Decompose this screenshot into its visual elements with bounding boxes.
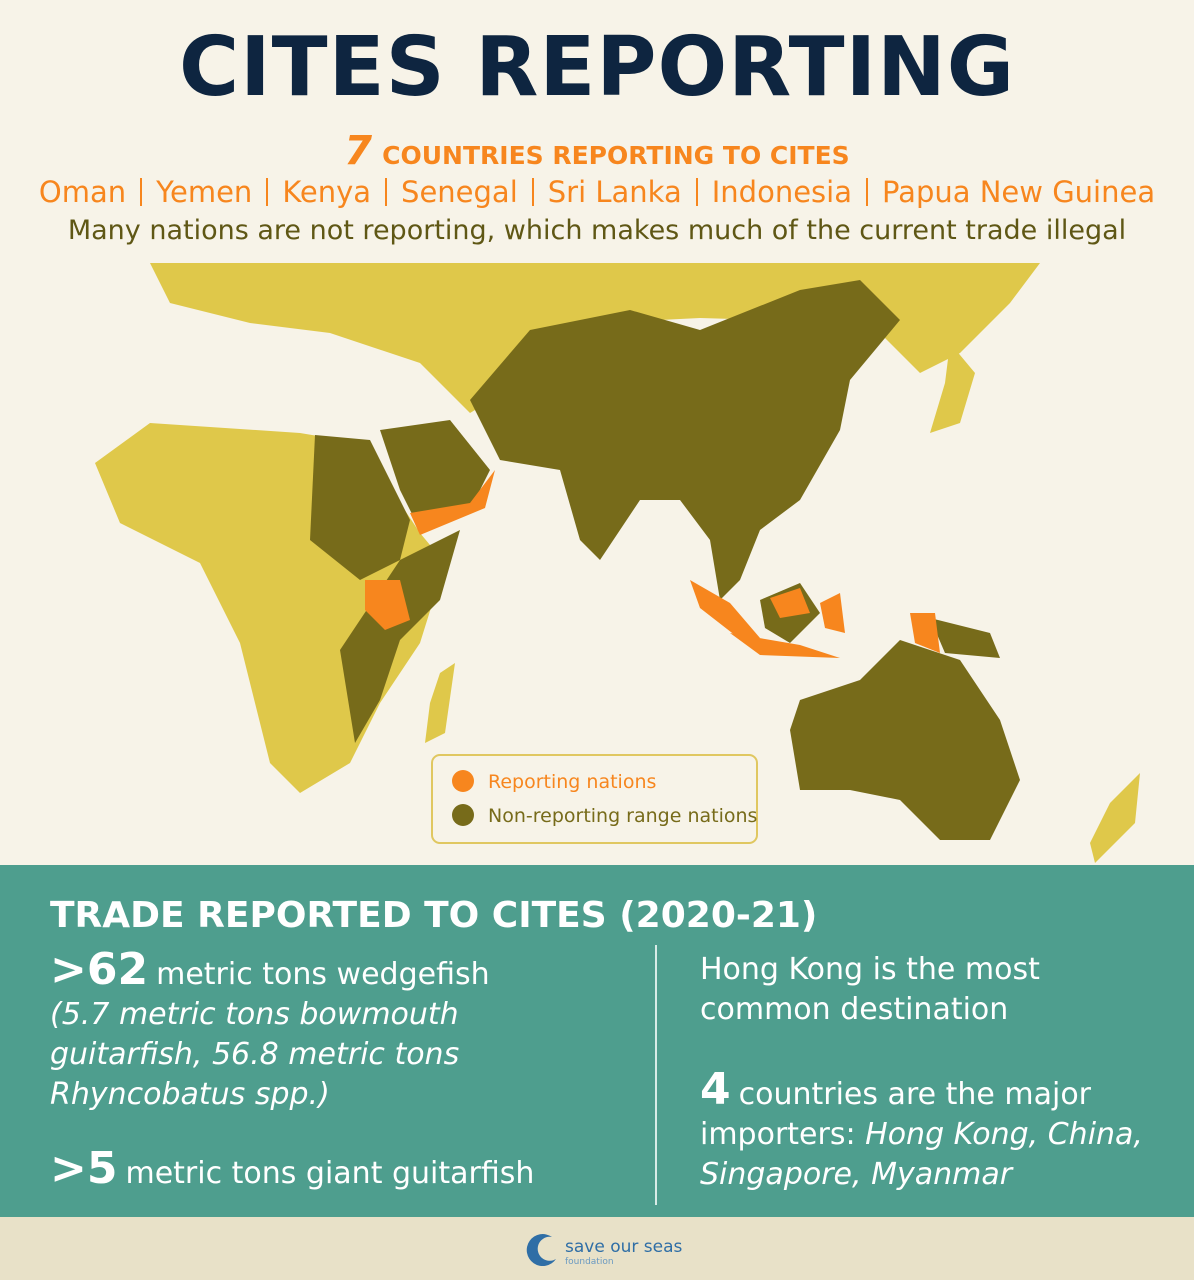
trade-item: Hong Kong is the most common destination [700,950,1170,1030]
trade-item: >62 metric tons wedgefish (5.7 metric tons… [50,948,610,1115]
note: Many nations are not reporting, which ma… [67,215,1127,246]
item-detail: Hong Kong, China, Singapore, Myanmar [700,1117,1143,1192]
trade-item: >5 metric tons giant guitarfish [50,1147,610,1194]
title: CITES REPORTING [178,20,1016,115]
separator [385,178,388,206]
land-reporting [365,470,940,658]
separator [866,178,868,206]
country: Kenya [282,175,372,209]
logo-icon [526,1234,556,1267]
item-text: Hong Kong is the most common destination [700,952,1040,1027]
trade-title: TRADE REPORTED TO CITES (2020-21) [50,895,818,936]
map: Reporting nations Non-reporting range nat… [95,263,1140,863]
item-text: metric tons giant guitarfish [125,1156,535,1191]
legend-box [431,754,758,844]
separator [531,178,534,206]
separator [695,178,698,206]
figure: >5 [50,1143,118,1194]
legend-swatch [452,770,474,792]
footer: save our seas foundation [0,1217,1194,1280]
trade-panel: TRADE REPORTED TO CITES (2020-21) >62 met… [0,865,1194,1217]
country: Papua New Guinea [882,175,1156,209]
separator [140,178,143,206]
subtitle: 7 COUNTRIES REPORTING TO CITES [0,128,1194,174]
item-detail: (5.7 metric tons bowmouth guitarfish, 56… [50,997,460,1112]
country-list: Oman Yemen Kenya Senegal Sri Lanka Indonesia P… [0,175,1194,209]
country: Indonesia [711,175,852,209]
country: Senegal [401,175,518,209]
legend: Reporting nations Non-reporting range nat… [452,770,757,827]
figure: >62 [50,944,149,995]
count: 7 [344,128,373,174]
separator [266,178,269,206]
country: Yemen [156,175,253,209]
divider [655,945,657,1205]
legend-label: Non-reporting range nations [488,805,757,827]
legend-swatch [452,804,474,826]
legend-label: Reporting nations [488,771,656,793]
figure: 4 [700,1064,731,1115]
logo-subtext: foundation [565,1257,614,1267]
country: Oman [38,175,127,209]
logo-text: save our seas [565,1237,683,1257]
item-text: metric tons wedgefish [156,957,490,992]
right-column: Hong Kong is the most common destination… [700,950,1170,1217]
trade-item: 4 countries are the major importers: Hong… [700,1068,1170,1195]
subtitle-text: COUNTRIES REPORTING TO CITES [382,141,850,170]
left-column: >62 metric tons wedgefish (5.7 metric tons… [50,948,610,1216]
country: Sri Lanka [547,175,682,209]
item-text: countries are the major importers: [700,1077,1092,1152]
